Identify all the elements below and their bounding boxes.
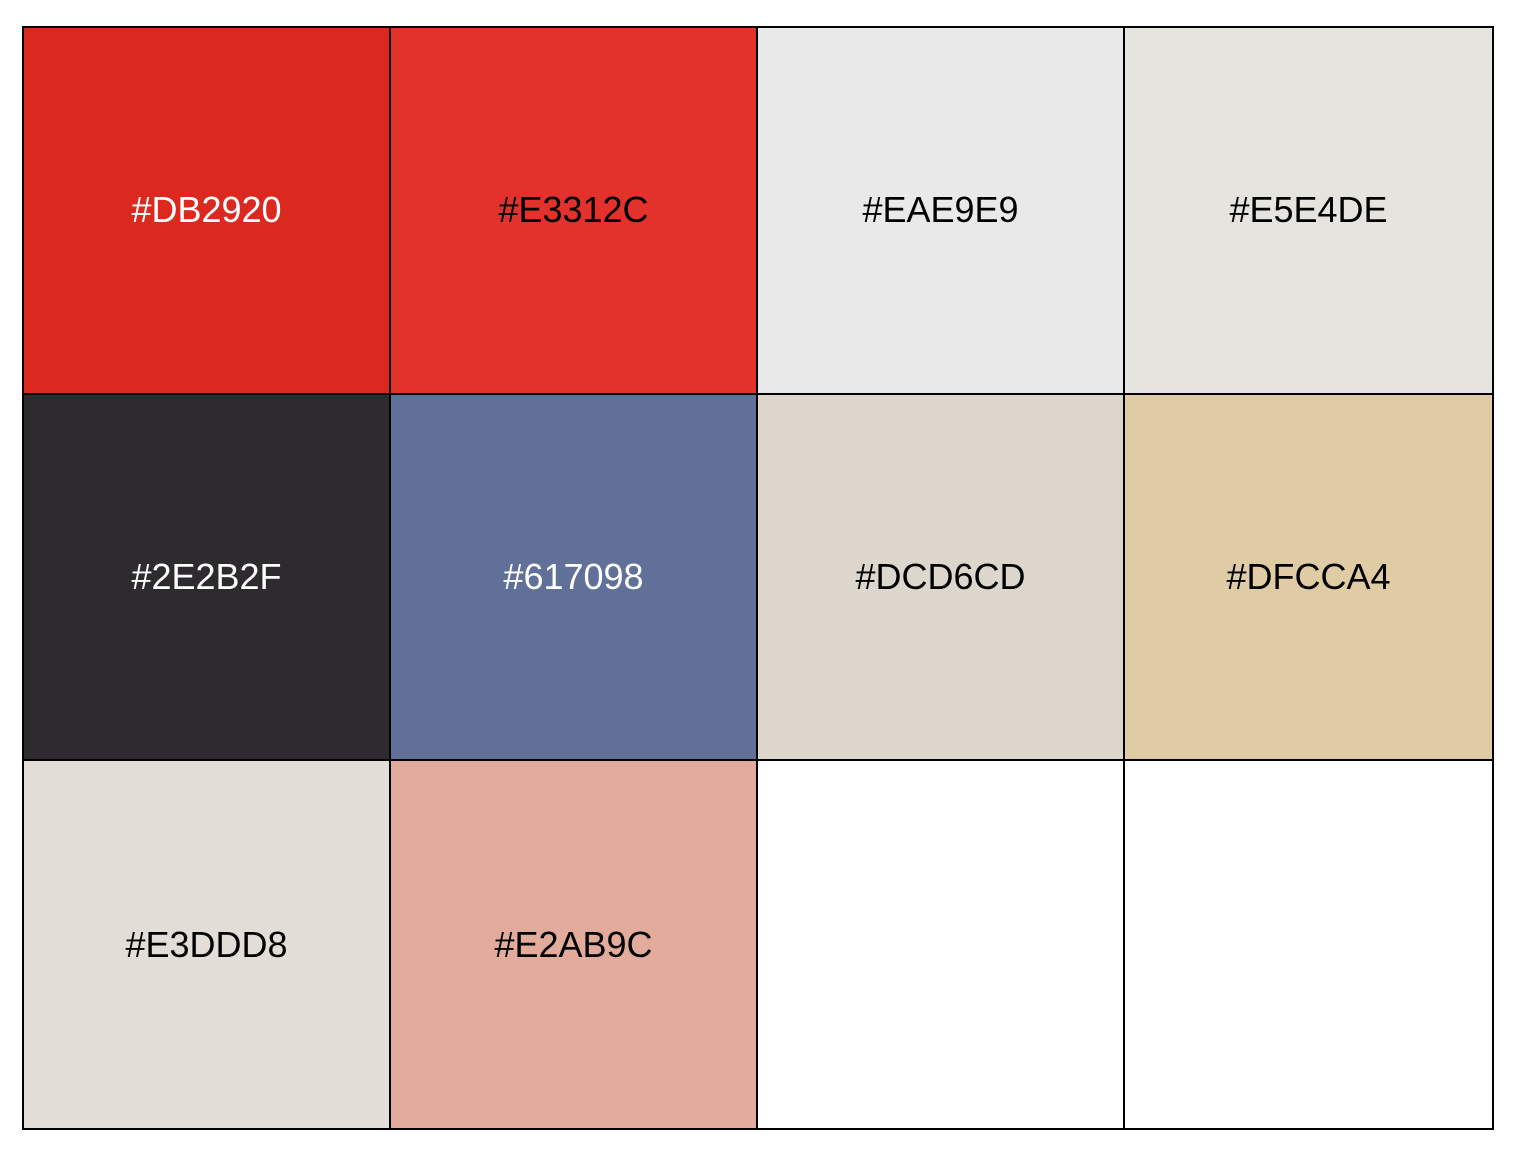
swatch-hex-label: #E2AB9C [494, 923, 653, 965]
swatch-hex-label: #E5E4DE [1229, 189, 1388, 231]
swatch-hex-label: #DFCCA4 [1226, 555, 1391, 597]
color-swatch: #E5E4DE [1125, 28, 1492, 395]
swatch-hex-label: #E3DDD8 [125, 923, 288, 965]
swatch-hex-label: #DCD6CD [855, 555, 1026, 597]
swatch-hex-label: #2E2B2F [131, 555, 282, 597]
empty-swatch [758, 761, 1125, 1128]
swatch-hex-label: #E3312C [498, 189, 649, 231]
color-swatch: #DB2920 [24, 28, 391, 395]
color-swatch: #E3312C [391, 28, 758, 395]
color-swatch: #DFCCA4 [1125, 394, 1492, 762]
empty-swatch [1125, 761, 1492, 1128]
color-swatch: #DCD6CD [758, 394, 1125, 762]
color-swatch: #2E2B2F [24, 394, 391, 762]
color-palette-grid: #DB2920 #E3312C #EAE9E9 #E5E4DE #2E2B2F … [22, 26, 1494, 1130]
color-swatch: #EAE9E9 [758, 28, 1125, 395]
swatch-hex-label: #617098 [503, 555, 644, 597]
swatch-hex-label: #EAE9E9 [862, 189, 1019, 231]
color-swatch: #E2AB9C [391, 761, 758, 1128]
color-swatch: #617098 [391, 394, 758, 762]
swatch-hex-label: #DB2920 [131, 189, 282, 231]
color-swatch: #E3DDD8 [24, 761, 391, 1128]
